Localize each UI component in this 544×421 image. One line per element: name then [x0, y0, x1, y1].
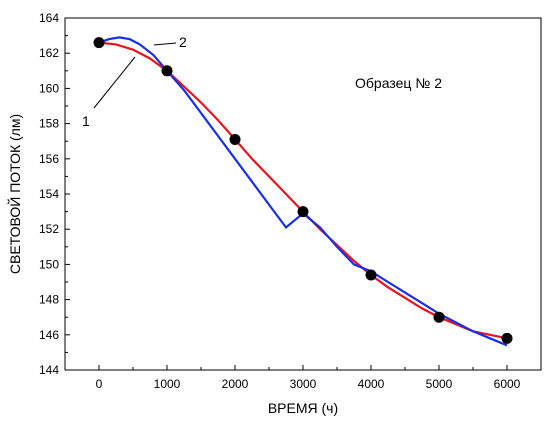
- plot-frame: [64, 17, 542, 371]
- x-tick-label: 1000: [154, 377, 181, 391]
- data-point: [93, 37, 105, 49]
- data-point: [365, 269, 377, 281]
- data-point: [501, 332, 513, 344]
- x-axis: 0 1000 2000 3000 4000 5000 6000: [96, 365, 521, 391]
- y-tick-label: 150: [39, 257, 59, 271]
- series-label-2: 2: [179, 34, 187, 50]
- data-point: [229, 133, 241, 145]
- leader-line-2: [153, 42, 177, 46]
- y-tick-label: 162: [39, 46, 59, 60]
- series-line-1: [98, 41, 508, 340]
- data-point: [161, 65, 173, 77]
- x-tick-label: 6000: [494, 377, 521, 391]
- x-tick-label: 3000: [290, 377, 317, 391]
- series-line-2: [98, 36, 508, 347]
- y-tick-label: 158: [39, 117, 59, 131]
- y-tick-label: 164: [39, 11, 59, 25]
- x-tick-label: 0: [96, 377, 103, 391]
- y-axis: 144 146 148 150 152 154 156 158 160 162 164: [39, 11, 70, 377]
- y-tick-label: 152: [39, 222, 59, 236]
- y-axis-title: СВЕТОВОЙ ПОТОК (лм): [6, 114, 23, 274]
- y-tick-label: 160: [39, 81, 59, 95]
- leader-line-1: [93, 56, 136, 109]
- x-tick-label: 2000: [222, 377, 249, 391]
- y-tick-label: 148: [39, 293, 59, 307]
- x-axis-title: ВРЕМЯ (ч): [268, 400, 338, 416]
- curves: [98, 36, 508, 347]
- x-tick-label: 5000: [426, 377, 453, 391]
- sample-annotation: Образец № 2: [355, 75, 442, 91]
- y-tick-label: 146: [39, 328, 59, 342]
- y-tick-label: 144: [39, 363, 59, 377]
- x-tick-label: 4000: [358, 377, 385, 391]
- data-points: [93, 37, 513, 344]
- data-point: [433, 311, 445, 323]
- series-label-1: 1: [82, 113, 90, 129]
- y-tick-label: 156: [39, 152, 59, 166]
- data-point: [297, 206, 309, 218]
- y-tick-label: 154: [39, 187, 59, 201]
